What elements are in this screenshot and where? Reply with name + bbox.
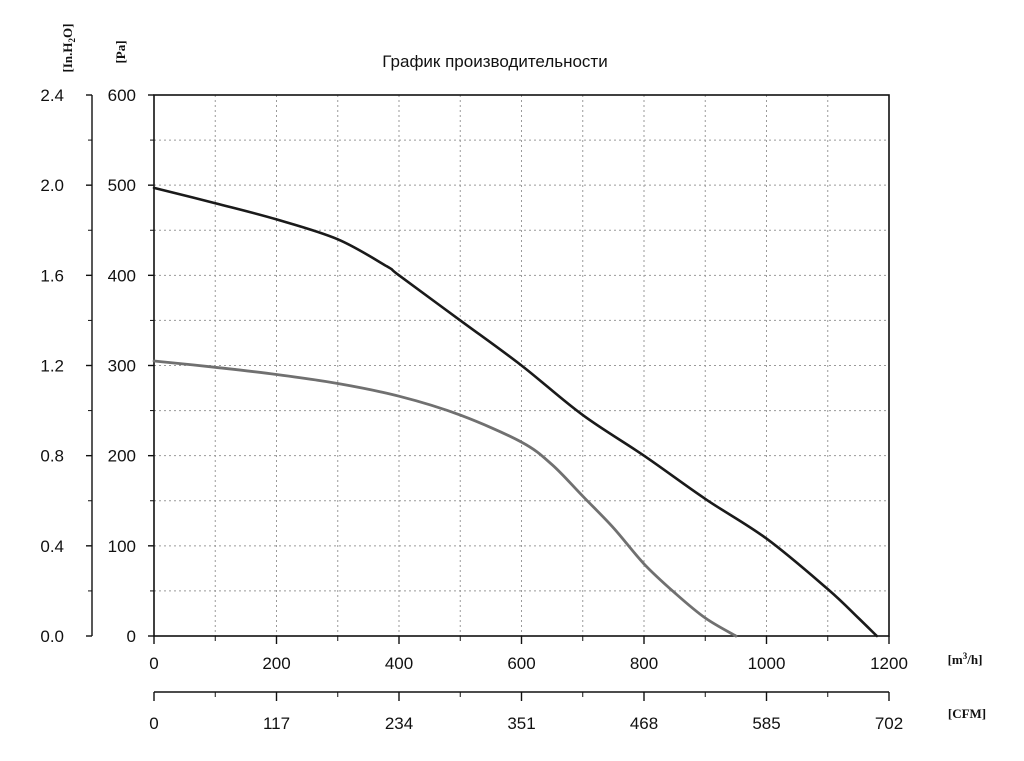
x-primary-unit-label: [m3/h] [948, 651, 983, 667]
y-secondary-tick-label: 2.0 [40, 176, 64, 195]
y-secondary-tick-label: 1.6 [40, 266, 64, 285]
x-primary-tick-label: 0 [149, 654, 158, 673]
y-secondary-tick-label: 0.8 [40, 447, 64, 466]
x-primary-tick-label: 400 [385, 654, 413, 673]
y-primary-tick-label: 0 [127, 627, 136, 646]
y-primary-unit-label: [Pa] [113, 40, 128, 63]
y-primary-tick-label: 500 [108, 176, 136, 195]
series-line-upper [152, 186, 879, 638]
x-secondary-tick-label: 585 [752, 714, 780, 733]
x-primary-tick-label: 1000 [748, 654, 786, 673]
x-primary-tick-label: 800 [630, 654, 658, 673]
y-primary-tick-label: 300 [108, 357, 136, 376]
x-secondary-tick-label: 234 [385, 714, 413, 733]
y-primary-tick-label: 400 [108, 266, 136, 285]
x-secondary-tick-label: 702 [875, 714, 903, 733]
y-primary-tick-label: 600 [108, 86, 136, 105]
y-primary-tick-label: 200 [108, 447, 136, 466]
x-primary-tick-label: 1200 [870, 654, 908, 673]
x-secondary-tick-label: 0 [149, 714, 158, 733]
x-secondary-tick-label: 117 [263, 714, 290, 733]
series-line-lower [152, 359, 738, 638]
y-secondary-tick-label: 0.4 [40, 537, 64, 556]
x-secondary-unit-label: [CFM] [948, 706, 986, 721]
y-secondary-tick-label: 0.0 [40, 627, 64, 646]
y-secondary-tick-label: 2.4 [40, 86, 64, 105]
y-primary-tick-label: 100 [108, 537, 136, 556]
x-secondary-tick-label: 468 [630, 714, 658, 733]
x-secondary-tick-label: 351 [507, 714, 535, 733]
y-secondary-unit-label: [In.H2O] [60, 24, 77, 73]
x-primary-tick-label: 200 [262, 654, 290, 673]
chart-title: График производительности [382, 52, 607, 71]
x-primary-tick-label: 600 [507, 654, 535, 673]
y-secondary-tick-label: 1.2 [40, 357, 64, 376]
